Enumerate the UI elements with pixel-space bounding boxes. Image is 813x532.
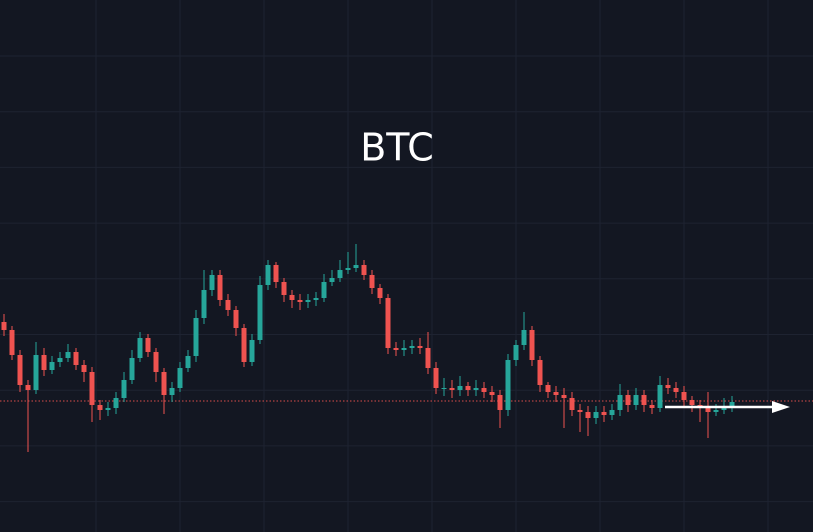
candle-body — [345, 268, 351, 270]
candle-body — [625, 395, 631, 405]
candle-body — [465, 386, 471, 390]
candle-body — [41, 355, 47, 370]
candle-body — [185, 356, 191, 368]
arrow-annotation — [665, 401, 790, 413]
candle-body — [233, 310, 239, 328]
candle-body — [89, 372, 95, 405]
candle-body — [401, 348, 407, 350]
candle-body — [649, 405, 655, 408]
candle-body — [329, 278, 335, 282]
candle-body — [545, 385, 551, 392]
candle-body — [249, 340, 255, 362]
candle-body — [417, 346, 423, 348]
candle-body — [305, 300, 311, 302]
candle-body — [721, 408, 727, 410]
candle-body — [241, 328, 247, 362]
candle-body — [473, 388, 479, 390]
candle-body — [65, 352, 71, 358]
candle-body — [257, 285, 263, 340]
candle-body — [425, 348, 431, 368]
candle-body — [449, 388, 455, 390]
candle-body — [217, 275, 223, 300]
candle-body — [153, 352, 159, 372]
candle-body — [385, 298, 391, 348]
candle-body — [657, 385, 663, 408]
candle-body — [201, 290, 207, 318]
candle-body — [529, 330, 535, 360]
candle-body — [57, 358, 63, 362]
candle-body — [457, 386, 463, 390]
candle-body — [513, 345, 519, 360]
candle-body — [273, 265, 279, 282]
candle-body — [641, 395, 647, 405]
candle-body — [73, 352, 79, 365]
candle-body — [297, 300, 303, 302]
candle-body — [313, 298, 319, 300]
candle-body — [609, 410, 615, 415]
candle-body — [433, 368, 439, 388]
candle-body — [17, 355, 23, 385]
candle-body — [633, 395, 639, 405]
candle-body — [1, 322, 7, 330]
candle-body — [561, 395, 567, 398]
candle-body — [161, 372, 167, 395]
candle-body — [521, 330, 527, 345]
chart-title: BTC — [360, 126, 434, 170]
candle-body — [489, 392, 495, 395]
candle-body — [113, 398, 119, 408]
candle-body — [577, 410, 583, 412]
candle-body — [481, 388, 487, 392]
candle-body — [369, 275, 375, 288]
candle-body — [177, 368, 183, 388]
arrow-head — [772, 401, 790, 413]
candle-body — [81, 365, 87, 372]
candle-body — [137, 338, 143, 358]
candle-body — [569, 398, 575, 410]
candle-body — [361, 265, 367, 275]
candle-body — [209, 275, 215, 290]
candle-body — [169, 388, 175, 395]
candle-body — [505, 360, 511, 410]
candle-body — [705, 407, 711, 412]
candle-body — [145, 338, 151, 352]
candle-body — [105, 408, 111, 410]
candle-body — [409, 346, 415, 348]
candle-body — [617, 395, 623, 410]
candle-body — [265, 265, 271, 285]
candle-body — [321, 282, 327, 298]
candle-body — [441, 388, 447, 389]
candle-body — [281, 282, 287, 295]
candle-body — [729, 402, 735, 408]
candle-body — [33, 355, 39, 390]
candle-body — [689, 400, 695, 405]
candle-body — [377, 288, 383, 298]
candle-body — [553, 392, 559, 395]
candle-body — [193, 318, 199, 356]
candle-body — [585, 412, 591, 418]
candle-body — [337, 270, 343, 278]
candles — [1, 244, 735, 452]
candle-body — [225, 300, 231, 310]
candle-body — [393, 348, 399, 350]
candle-body — [121, 380, 127, 398]
candle-body — [129, 358, 135, 380]
candle-body — [9, 330, 15, 355]
candle-body — [593, 412, 599, 418]
candle-body — [289, 295, 295, 300]
candle-body — [673, 388, 679, 392]
candle-body — [25, 385, 31, 390]
candle-body — [601, 412, 607, 415]
candle-body — [497, 395, 503, 410]
candle-body — [681, 392, 687, 400]
candle-body — [97, 405, 103, 410]
candle-body — [353, 265, 359, 268]
candle-body — [665, 385, 671, 388]
candle-body — [49, 362, 55, 370]
candle-body — [713, 410, 719, 412]
candle-body — [537, 360, 543, 385]
